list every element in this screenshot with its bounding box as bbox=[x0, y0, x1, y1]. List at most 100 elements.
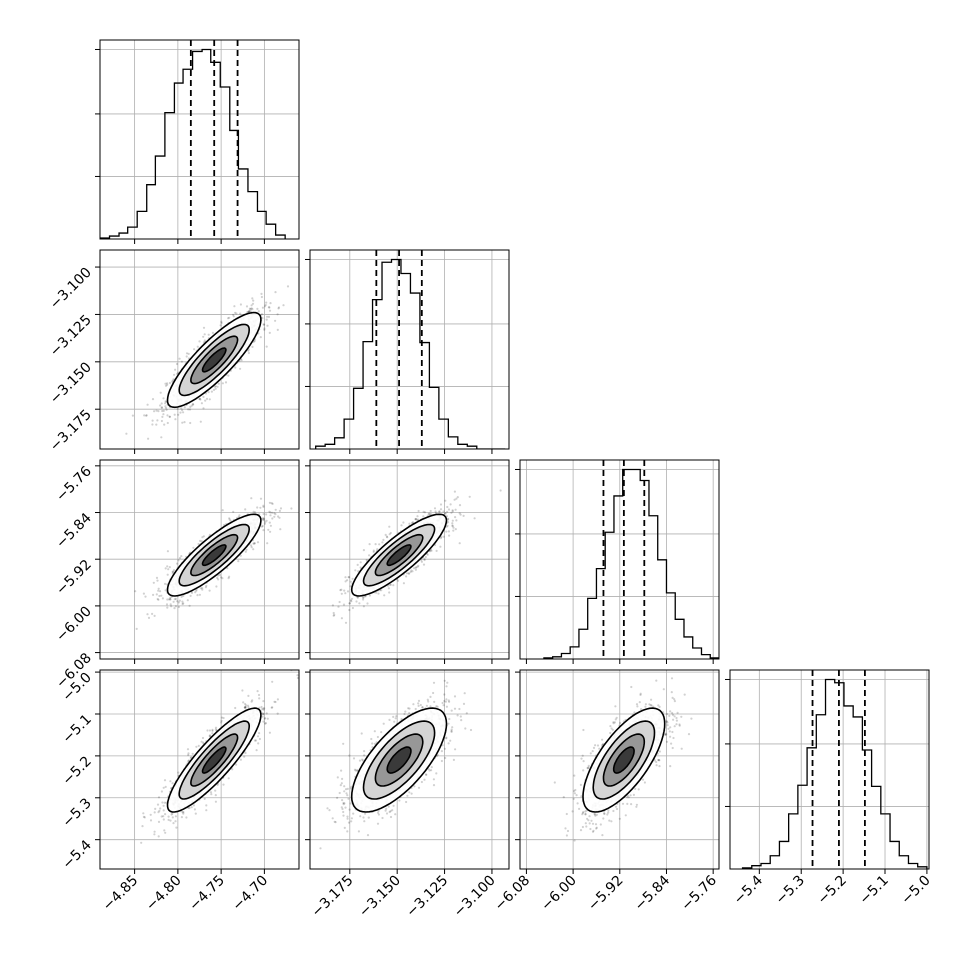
sample-point bbox=[250, 304, 253, 307]
sample-point bbox=[164, 831, 167, 834]
sample-point bbox=[169, 596, 172, 599]
sample-point bbox=[257, 310, 260, 313]
sample-point bbox=[240, 359, 243, 362]
sample-point bbox=[445, 530, 448, 533]
sample-point bbox=[447, 517, 450, 520]
sample-point bbox=[448, 534, 451, 537]
sample-point bbox=[157, 587, 160, 590]
sample-point bbox=[180, 595, 183, 599]
sample-point bbox=[198, 397, 201, 401]
sample-point bbox=[454, 516, 457, 519]
sample-point bbox=[171, 380, 174, 383]
sample-point bbox=[218, 573, 221, 577]
sample-point bbox=[286, 285, 290, 288]
sample-point bbox=[473, 517, 476, 520]
sample-point bbox=[172, 570, 175, 574]
sample-point bbox=[453, 498, 456, 501]
sample-point bbox=[251, 345, 254, 348]
sample-point bbox=[153, 811, 156, 814]
sample-point bbox=[346, 579, 349, 582]
sample-point bbox=[344, 580, 347, 583]
sample-point bbox=[366, 602, 369, 605]
sample-point bbox=[444, 512, 447, 515]
sample-point bbox=[235, 763, 238, 766]
sample-point bbox=[153, 614, 156, 618]
sample-point bbox=[157, 835, 160, 838]
sample-point bbox=[239, 554, 242, 557]
sample-point bbox=[208, 398, 211, 401]
sample-point bbox=[208, 589, 211, 592]
sample-point bbox=[266, 542, 269, 545]
sample-point bbox=[416, 565, 419, 568]
sample-point bbox=[189, 421, 192, 425]
sample-point bbox=[246, 311, 249, 314]
sample-point bbox=[274, 513, 277, 516]
sample-point bbox=[268, 306, 271, 309]
sample-point bbox=[178, 556, 182, 560]
contour-line bbox=[178, 323, 251, 397]
sample-point bbox=[273, 512, 276, 515]
y-tick-label: −3.125 bbox=[47, 312, 95, 360]
sample-point bbox=[423, 557, 426, 561]
panel-frame bbox=[309, 459, 510, 660]
sample-point bbox=[402, 521, 405, 524]
sample-point bbox=[438, 510, 441, 513]
sample-point bbox=[161, 801, 164, 804]
sample-point bbox=[156, 579, 159, 582]
sample-point bbox=[388, 533, 391, 536]
sample-point bbox=[333, 613, 336, 617]
sample-point bbox=[346, 590, 350, 593]
sample-point bbox=[380, 589, 383, 592]
sample-point bbox=[199, 398, 202, 401]
sample-point bbox=[265, 301, 268, 304]
sample-point bbox=[232, 315, 235, 318]
sample-point bbox=[256, 690, 259, 693]
sample-point bbox=[458, 512, 461, 515]
sample-point bbox=[169, 598, 172, 601]
panel-frame bbox=[99, 459, 300, 660]
sample-point bbox=[267, 528, 270, 531]
sample-point bbox=[166, 565, 169, 568]
sample-point bbox=[214, 385, 217, 388]
sample-point bbox=[451, 510, 454, 513]
sample-point bbox=[455, 497, 458, 500]
sample-point bbox=[181, 409, 184, 412]
sample-point bbox=[357, 570, 360, 573]
sample-point bbox=[372, 549, 375, 552]
sample-point bbox=[166, 414, 169, 417]
sample-point bbox=[374, 543, 377, 546]
sample-point bbox=[256, 506, 259, 509]
sample-point bbox=[156, 597, 159, 601]
sample-point bbox=[405, 575, 408, 578]
sample-point bbox=[253, 339, 256, 343]
sample-point bbox=[159, 391, 162, 394]
sample-point bbox=[250, 546, 253, 549]
sample-point bbox=[185, 355, 188, 358]
sample-point bbox=[164, 785, 167, 789]
sample-point bbox=[224, 381, 228, 384]
sample-point bbox=[228, 518, 231, 521]
sample-point bbox=[197, 542, 200, 546]
sample-point bbox=[212, 388, 216, 391]
sample-point bbox=[257, 742, 260, 745]
sample-point bbox=[214, 800, 217, 803]
y-tick-label: −3.175 bbox=[47, 407, 95, 455]
sample-point bbox=[198, 397, 202, 400]
sample-point bbox=[227, 317, 230, 320]
sample-point bbox=[263, 327, 266, 330]
histogram-steps bbox=[315, 258, 506, 449]
sample-point bbox=[278, 509, 281, 512]
sample-point bbox=[153, 830, 156, 833]
sample-point bbox=[442, 510, 445, 513]
sample-point bbox=[447, 518, 450, 521]
sample-point bbox=[183, 406, 186, 409]
sample-point bbox=[244, 702, 247, 706]
sample-point bbox=[262, 529, 265, 532]
sample-point bbox=[187, 408, 190, 411]
sample-point bbox=[202, 335, 205, 338]
sample-point bbox=[279, 507, 283, 510]
sample-point bbox=[189, 756, 192, 760]
sample-point bbox=[228, 517, 231, 520]
sample-point bbox=[279, 528, 282, 531]
sample-point bbox=[245, 704, 248, 707]
